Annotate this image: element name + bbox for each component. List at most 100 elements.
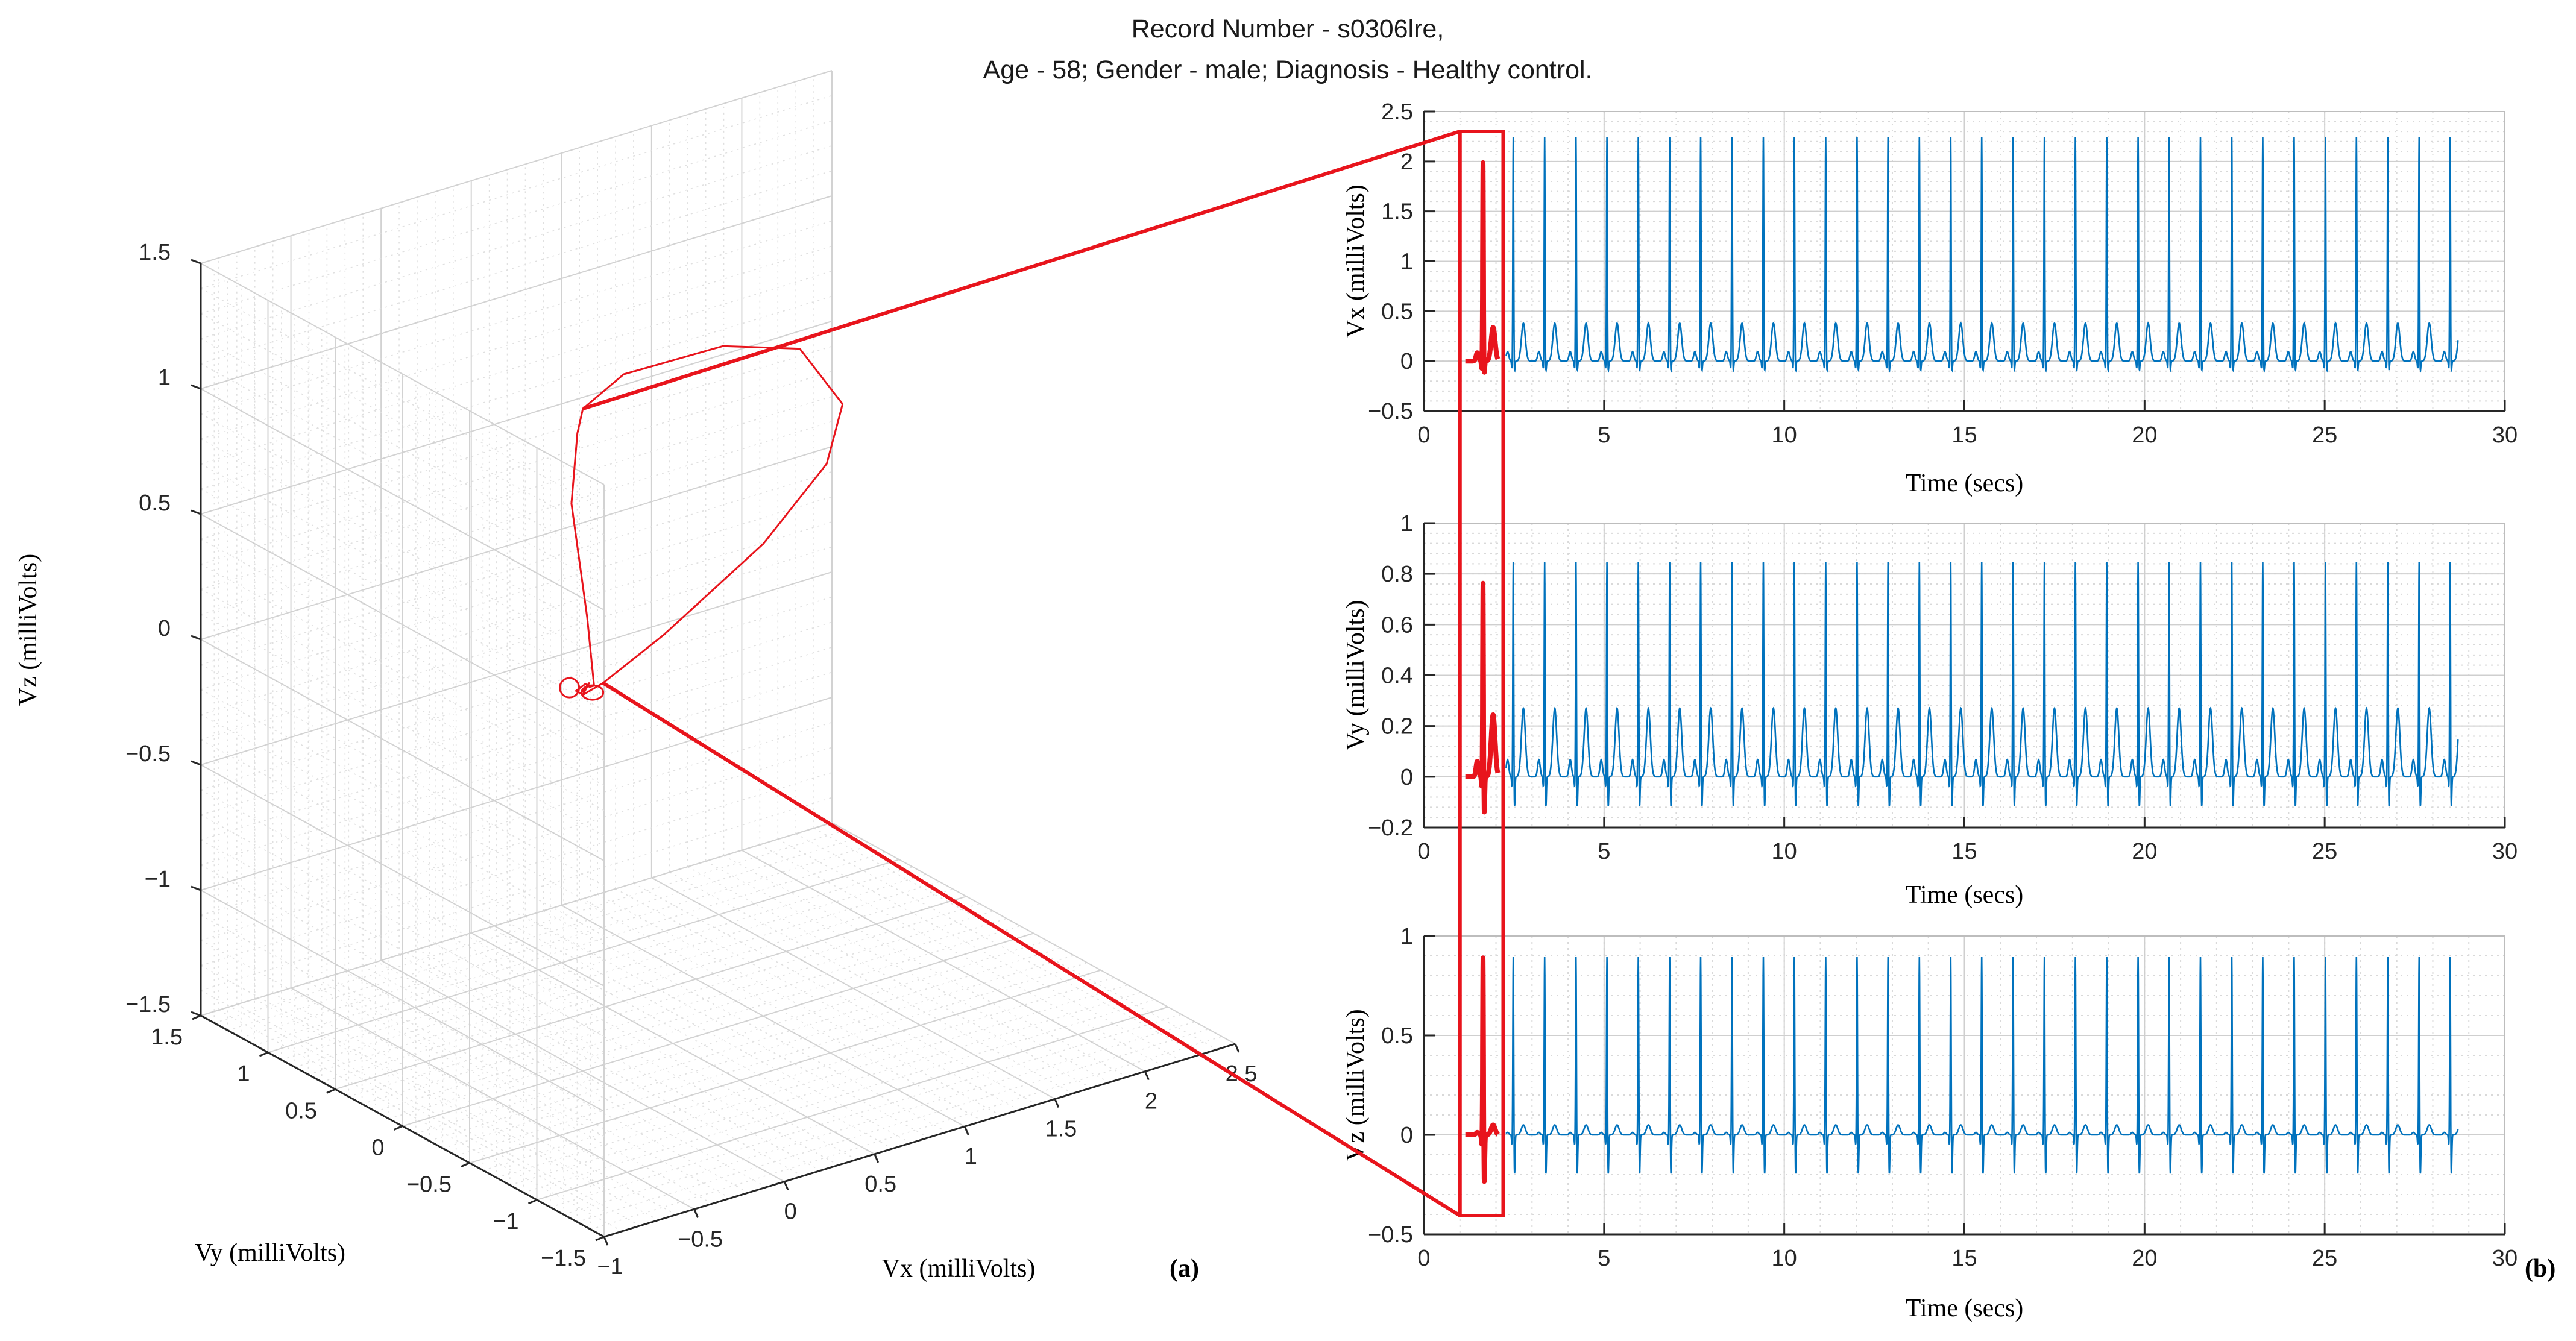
- vy-tick-label: −1.5: [541, 1246, 586, 1271]
- side-wall-gridline-z: [200, 814, 605, 1037]
- vx-tick: [603, 1236, 609, 1246]
- back-wall-gridline-z: [200, 571, 833, 765]
- vz-x-tick-label: 30: [2492, 1246, 2518, 1271]
- back-wall-gridline-z: [200, 647, 833, 841]
- floor-gridline-y: [537, 1006, 1168, 1201]
- vx-tick: [963, 1126, 969, 1135]
- vx-y-tick-label: −0.5: [1368, 399, 1413, 424]
- side-wall-gridline-z: [200, 714, 605, 937]
- back-wall-gridline-z: [200, 721, 833, 916]
- vx-tick: [1054, 1098, 1060, 1108]
- side-wall-gridline-z: [200, 413, 605, 636]
- vy-tick: [326, 1088, 336, 1094]
- vx-tick: [1234, 1043, 1240, 1053]
- back-wall-gridline-z: [200, 271, 833, 465]
- vz-y-tick-label: −0.5: [1368, 1222, 1413, 1248]
- back-wall-gridline-z: [200, 70, 833, 264]
- vz-tick-label: 0.5: [139, 491, 171, 516]
- vy-y-tick-label: 1: [1400, 511, 1413, 536]
- vy-tick-label: 1: [237, 1061, 250, 1087]
- vx-tick: [693, 1208, 699, 1218]
- back-wall-gridline-z: [200, 371, 833, 565]
- vy-x-tick-label: 10: [1772, 839, 1797, 864]
- floor-gridline-y: [308, 881, 940, 1075]
- side-wall-gridline-z: [200, 639, 605, 861]
- back-wall-gridline-z: [200, 471, 833, 665]
- side-wall-gridline-z: [200, 689, 605, 911]
- side-wall-gridline-z: [200, 664, 605, 887]
- vy-y-tick-label: 0.4: [1381, 664, 1413, 689]
- back-wall-gridline-z: [200, 697, 833, 891]
- floor-gridline-y: [335, 896, 967, 1090]
- vx-axis-label: Vx (milliVolts): [882, 1255, 1036, 1283]
- vz-tick-label: 1: [158, 365, 171, 391]
- vz-x-tick-label: 5: [1598, 1246, 1610, 1271]
- floor-gridline-y: [294, 873, 927, 1068]
- vx-y-tick-label: 2.5: [1381, 99, 1413, 125]
- floor-gridline-y: [241, 844, 873, 1038]
- vx-y-axis-label: Vx (milliVolts): [1342, 184, 1370, 338]
- back-wall-gridline-z: [200, 245, 833, 439]
- vx-x-tick-label: 10: [1772, 422, 1797, 448]
- vz-axis-label: Vz (milliVolts): [14, 554, 42, 706]
- vy-tick: [192, 1014, 201, 1020]
- back-wall-gridline-z: [200, 95, 833, 289]
- panel-label-b: (b): [2525, 1255, 2556, 1283]
- back-wall-gridline-z: [200, 145, 833, 339]
- side-wall-gridline-z: [200, 764, 605, 987]
- side-wall-gridline-z: [200, 538, 605, 761]
- vz-tick: [191, 635, 201, 641]
- side-wall-gridline-z: [200, 739, 605, 962]
- vx-x-axis-label: Time (secs): [1906, 470, 2024, 497]
- vy-y-tick-label: 0: [1400, 765, 1413, 790]
- vx-x-tick-label: 25: [2312, 422, 2337, 448]
- back-wall-gridline-z: [200, 345, 833, 540]
- panel-label-a: (a): [1170, 1255, 1199, 1283]
- floor-gridline-y: [429, 947, 1061, 1142]
- vy-tick: [461, 1162, 470, 1168]
- side-wall-gridline-z: [200, 388, 605, 611]
- back-wall-gridline-z: [200, 396, 833, 590]
- side-wall-gridline-z: [200, 990, 605, 1213]
- vy-x-tick-label: 25: [2312, 839, 2337, 864]
- floor-gridline-y: [590, 1036, 1222, 1230]
- vx-tick-label: 2: [1145, 1089, 1157, 1114]
- back-wall-gridline-z: [200, 546, 833, 741]
- floor-gridline-y: [469, 969, 1101, 1164]
- vx-highlighted-beat: [1463, 160, 1501, 375]
- vz-tick: [191, 760, 201, 766]
- vz-x-tick-label: 10: [1772, 1246, 1797, 1271]
- vz-tick: [191, 384, 201, 390]
- floor-gridline-y: [254, 852, 886, 1046]
- side-wall-gridline-z: [200, 263, 605, 485]
- vx-tick: [1144, 1071, 1150, 1081]
- floor-gridline-y: [281, 866, 913, 1061]
- vy-axis-label: Vy (milliVolts): [195, 1239, 345, 1267]
- vy-tick: [595, 1236, 605, 1242]
- connector-top: [582, 130, 1461, 410]
- vz-x-tick-label: 20: [2132, 1246, 2157, 1271]
- vcg-loop-line: [570, 345, 844, 696]
- vy-x-axis-label: Time (secs): [1906, 881, 2024, 909]
- vcg-loop-knot: [581, 684, 605, 701]
- vx-tick: [783, 1181, 789, 1191]
- side-wall-gridline-z: [200, 864, 605, 1087]
- vz-y-tick-label: 0: [1400, 1123, 1413, 1148]
- vy-y-axis-label: Vy (milliVolts): [1342, 600, 1370, 750]
- back-wall-gridline-z: [200, 120, 833, 314]
- vcg-3d-plot: −1−0.500.511.522.5−1.5−1−0.500.511.5−1.5…: [14, 70, 1257, 1283]
- vx-y-tick-label: 2: [1400, 149, 1413, 175]
- back-wall-gridline-z: [200, 596, 833, 791]
- vx-x-tick-label: 30: [2492, 422, 2518, 448]
- vx-y-tick-label: 0.5: [1381, 299, 1413, 324]
- vz-tick: [191, 1011, 201, 1017]
- vz-tick: [191, 885, 201, 891]
- vz-highlighted-beat: [1463, 955, 1501, 1184]
- vy-tick-label: −1: [493, 1209, 518, 1234]
- floor-gridline-y: [268, 859, 899, 1054]
- back-wall-gridline-z: [200, 772, 833, 966]
- floor-gridline-y: [456, 962, 1088, 1157]
- vy-tick-label: −0.5: [406, 1172, 452, 1198]
- side-wall-gridline-z: [200, 463, 605, 686]
